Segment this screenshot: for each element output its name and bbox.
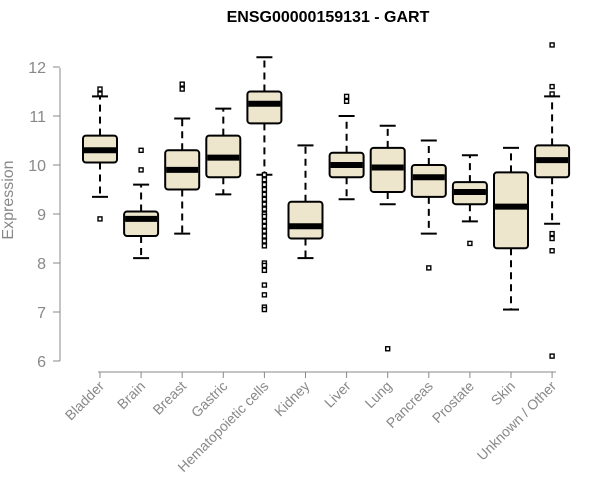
box-bladder (82, 86, 118, 222)
outlier-point (549, 230, 555, 237)
outlier-point (261, 213, 268, 220)
outlier-point (261, 191, 268, 198)
outlier-point (179, 86, 185, 92)
boxes-group (82, 42, 571, 359)
outlier-point (179, 81, 185, 87)
box-liver (328, 93, 365, 201)
outlier-point (549, 353, 555, 359)
x-tick-label: Prostate (429, 378, 477, 426)
outlier-point (261, 267, 268, 274)
outlier-point (549, 83, 555, 90)
outlier-point (261, 282, 268, 288)
box-iqr (493, 171, 529, 250)
box-iqr (410, 164, 447, 198)
box-pancreas (410, 139, 447, 271)
box-hematopoietic-cells (246, 56, 283, 313)
outlier-point (261, 243, 268, 249)
box-gastric (205, 107, 242, 196)
outlier-point (261, 228, 268, 234)
x-tick-label: Brain (114, 378, 148, 412)
x-tick-label: Kidney (271, 378, 313, 420)
y-tick-label: 12 (28, 60, 46, 77)
outlier-point (261, 172, 268, 178)
box-skin (493, 146, 529, 311)
outlier-point (467, 240, 473, 247)
outlier-point (261, 181, 268, 188)
box-kidney (287, 144, 324, 260)
outlier-point (385, 346, 391, 352)
x-tick-label: Lung (361, 378, 394, 411)
outlier-point (97, 216, 103, 222)
box-iqr (287, 200, 324, 240)
box-iqr (246, 90, 283, 125)
outlier-point (343, 98, 350, 105)
outlier-point (549, 42, 555, 48)
box-breast (164, 81, 201, 235)
outlier-point (261, 233, 268, 239)
outlier-point (261, 176, 268, 183)
chart-title: ENSG00000159131 - GART (227, 9, 430, 26)
outlier-point (426, 265, 432, 271)
outlier-point (138, 167, 144, 173)
box-unknown-other (534, 42, 571, 359)
box-lung (369, 124, 406, 352)
outlier-point (549, 235, 555, 242)
y-tick-label: 10 (28, 158, 46, 175)
box-brain (123, 147, 160, 260)
y-tick-label: 7 (37, 305, 46, 322)
outlier-point (261, 238, 268, 244)
box-iqr (123, 210, 160, 238)
outlier-point (261, 306, 268, 313)
y-tick-label: 9 (37, 207, 46, 224)
outlier-point (97, 91, 103, 97)
x-tick-label: Bladder (62, 378, 108, 424)
y-tick-label: 11 (29, 109, 46, 126)
outlier-point (261, 201, 268, 207)
outlier-point (261, 218, 268, 225)
outlier-point (549, 91, 555, 97)
x-tick-label: Liver (321, 378, 354, 411)
x-tick-label: Breast (149, 378, 189, 418)
outlier-point (261, 223, 268, 229)
y-tick-label: 8 (37, 256, 46, 273)
outlier-point (261, 196, 268, 203)
y-axis-label: Expression (0, 160, 17, 239)
box-prostate (451, 154, 488, 247)
y-axis-ticks: 6 7 8 9 10 11 12 (28, 60, 60, 371)
outlier-point (261, 292, 268, 298)
outlier-point (138, 147, 144, 154)
outlier-point (261, 206, 268, 212)
outlier-point (97, 86, 103, 92)
outlier-point (343, 93, 350, 100)
y-tick-label: 6 (37, 354, 46, 371)
outlier-point (261, 186, 268, 193)
outlier-point (549, 248, 555, 254)
x-tick-label: Skin (488, 378, 519, 409)
outlier-point (261, 262, 268, 269)
